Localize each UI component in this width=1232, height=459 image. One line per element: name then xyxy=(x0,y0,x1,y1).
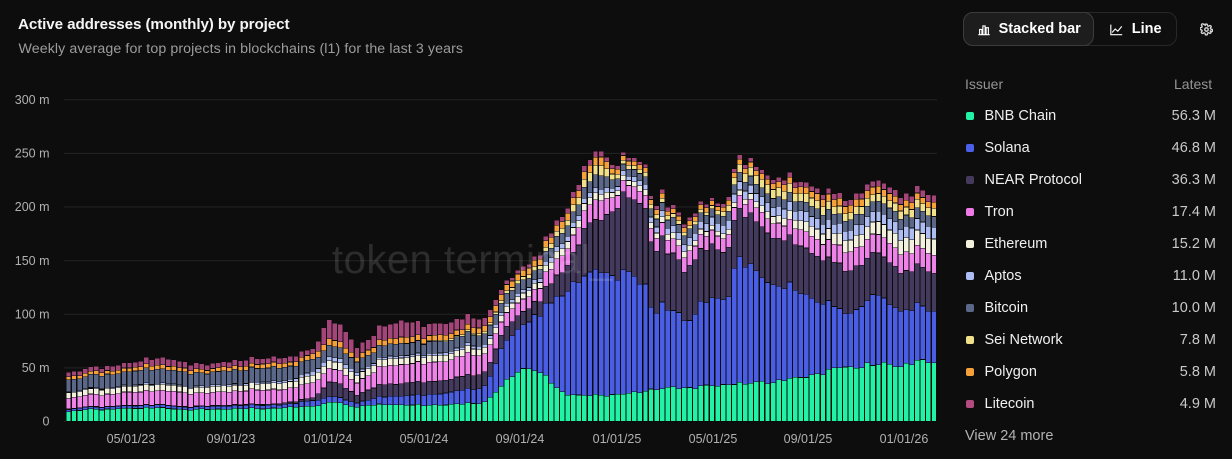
svg-text:150 m: 150 m xyxy=(15,254,50,268)
svg-text:token terminal_: token terminal_ xyxy=(332,238,613,282)
svg-text:01/01/25: 01/01/25 xyxy=(593,432,642,446)
svg-text:01/01/24: 01/01/24 xyxy=(304,432,353,446)
svg-text:200 m: 200 m xyxy=(15,200,50,214)
svg-text:01/01/26: 01/01/26 xyxy=(880,432,929,446)
svg-text:09/01/23: 09/01/23 xyxy=(207,432,256,446)
svg-text:300 m: 300 m xyxy=(15,93,50,107)
svg-text:0: 0 xyxy=(43,415,50,429)
svg-text:05/01/23: 05/01/23 xyxy=(107,432,156,446)
svg-text:50 m: 50 m xyxy=(22,361,50,375)
svg-text:05/01/24: 05/01/24 xyxy=(400,432,449,446)
svg-text:09/01/24: 09/01/24 xyxy=(496,432,545,446)
svg-text:250 m: 250 m xyxy=(15,147,50,161)
svg-text:09/01/25: 09/01/25 xyxy=(784,432,833,446)
svg-text:05/01/25: 05/01/25 xyxy=(689,432,738,446)
svg-text:100 m: 100 m xyxy=(15,308,50,322)
